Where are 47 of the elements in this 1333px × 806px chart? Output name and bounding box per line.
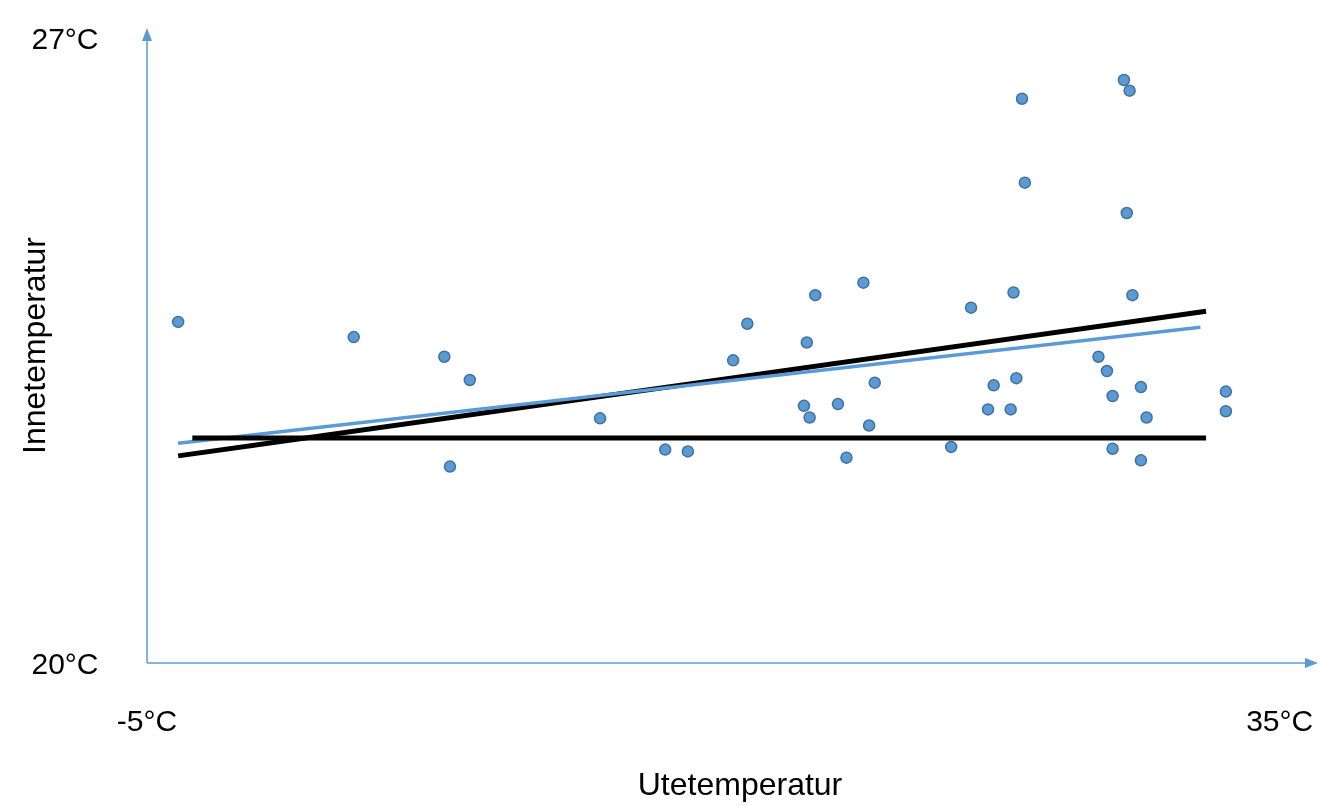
point (868, 376, 881, 389)
x-tick-label: 35°C (1246, 704, 1314, 737)
point (593, 412, 607, 425)
point (1120, 206, 1134, 220)
point (944, 440, 958, 454)
y-axis-title: Innetemperatur (16, 236, 52, 455)
y-tick-label: 20°C (31, 646, 99, 680)
point (1018, 176, 1032, 189)
point (1123, 84, 1136, 97)
point (1134, 380, 1148, 394)
x-axis-title: Utetemperatur (637, 766, 843, 802)
point (726, 354, 740, 367)
point (1134, 454, 1148, 467)
point (1100, 364, 1114, 378)
point (741, 317, 754, 330)
point (1010, 371, 1023, 385)
point (1092, 350, 1105, 363)
point (1106, 442, 1119, 455)
point (831, 397, 845, 411)
x-tick-label: -5°C (116, 704, 178, 737)
point (857, 276, 870, 289)
y-tick-label: 27°C (31, 21, 99, 55)
point (862, 419, 876, 432)
point (347, 330, 360, 344)
point (797, 399, 811, 413)
point (1106, 389, 1119, 403)
point (463, 373, 477, 387)
point (1015, 92, 1029, 105)
point (964, 301, 978, 314)
point (681, 445, 695, 458)
point (443, 460, 457, 473)
point (987, 379, 1000, 392)
point (171, 315, 185, 329)
point (1004, 403, 1017, 416)
point (1219, 404, 1233, 418)
point (981, 403, 995, 416)
point (840, 451, 853, 464)
point (803, 411, 816, 424)
point (1007, 286, 1020, 299)
point (1219, 385, 1233, 398)
point (438, 350, 451, 363)
point (658, 443, 672, 456)
point (800, 336, 814, 349)
point (809, 288, 822, 302)
point (1140, 411, 1153, 424)
point (1117, 73, 1131, 87)
point (1126, 288, 1139, 302)
